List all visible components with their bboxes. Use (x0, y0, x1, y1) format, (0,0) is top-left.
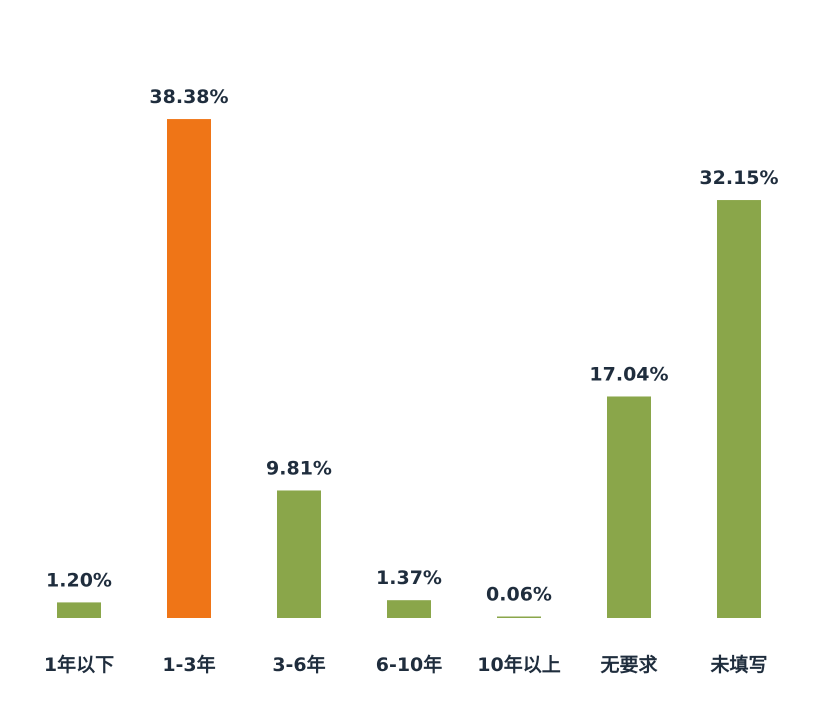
bar-1 (167, 119, 211, 618)
bar-2 (277, 490, 321, 618)
bar-3 (387, 600, 431, 618)
bar-5 (607, 396, 651, 618)
x-tick-label-3: 6-10年 (376, 653, 443, 676)
x-tick-label-0: 1年以下 (44, 653, 114, 676)
x-tick-label-5: 无要求 (600, 653, 658, 676)
x-tick-label-2: 3-6年 (272, 653, 325, 676)
x-tick-label-1: 1-3年 (162, 653, 215, 676)
category-labels-layer: 1年以下 1-3年 3-6年 6-10年 10年以上 无要求 未填写 (44, 653, 768, 676)
bar-0 (57, 602, 101, 618)
x-tick-label-4: 10年以上 (477, 653, 560, 676)
bar-6 (717, 200, 761, 619)
data-label-2: 9.81% (266, 457, 332, 479)
data-label-3: 1.37% (376, 567, 442, 589)
bars-layer (57, 119, 761, 619)
data-label-1: 38.38% (149, 86, 228, 108)
bar-4 (497, 616, 541, 618)
x-tick-label-6: 未填写 (709, 653, 767, 676)
data-label-0: 1.20% (46, 569, 112, 591)
data-label-5: 17.04% (589, 363, 668, 385)
value-labels-layer: 1.20% 38.38% 9.81% 1.37% 0.06% 17.04% 32.15% (46, 86, 779, 605)
data-label-4: 0.06% (486, 584, 552, 606)
data-label-6: 32.15% (699, 167, 778, 189)
